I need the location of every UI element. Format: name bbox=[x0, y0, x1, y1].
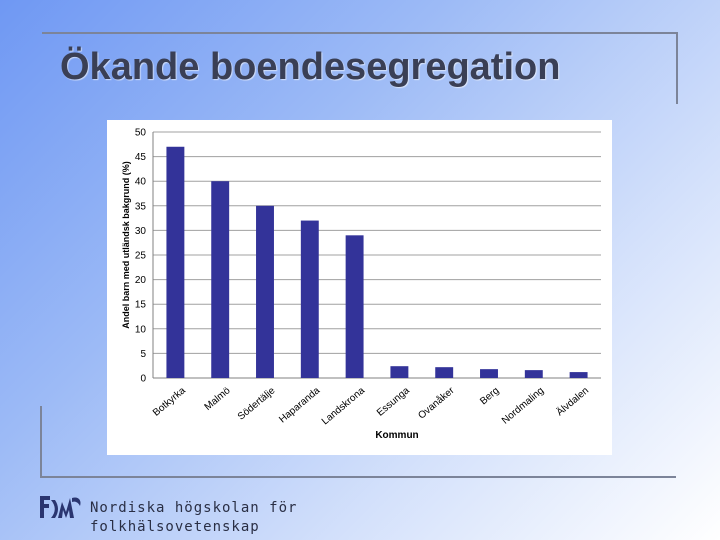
y-tick-label: 35 bbox=[135, 201, 147, 212]
organization-name-line1: Nordiska högskolan för bbox=[90, 500, 298, 516]
y-tick-label: 40 bbox=[135, 177, 147, 188]
y-tick-label: 0 bbox=[140, 374, 146, 385]
y-axis-title: Andel barn med utländsk bakgrund (%) bbox=[121, 161, 131, 329]
x-axis-title: Kommun bbox=[375, 430, 418, 441]
chart-area: 0 5 10 15 20 25 30 35 40 45 50 Botkyrka Malmö Södertä… bbox=[107, 120, 612, 455]
y-tick-label: 15 bbox=[135, 300, 147, 311]
y-tick-label: 25 bbox=[135, 251, 147, 262]
bar-berg bbox=[480, 369, 498, 378]
frame-line-bottom bbox=[40, 476, 676, 478]
frame-line-right bbox=[676, 32, 678, 104]
bar-södertälje bbox=[256, 205, 274, 378]
y-tick-label: 45 bbox=[135, 152, 147, 163]
x-tick-label: Nordmaling bbox=[500, 385, 546, 426]
y-tick-label: 5 bbox=[140, 349, 146, 360]
x-tick-label: Berg bbox=[478, 385, 501, 407]
x-tick-label: Södertälje bbox=[236, 385, 278, 423]
bar-chart: 0 5 10 15 20 25 30 35 40 45 50 Botkyrka Malmö Södertä… bbox=[121, 128, 601, 441]
bar-landskrona bbox=[345, 235, 364, 378]
x-tick-label: Älvdalen bbox=[554, 384, 591, 418]
slide-title: Ökande boendesegregation bbox=[60, 46, 561, 88]
x-tick-label: Botkyrka bbox=[151, 385, 188, 419]
bar-ovanåker bbox=[435, 367, 454, 378]
bar-malmö bbox=[211, 181, 230, 378]
bar-essunga bbox=[390, 366, 409, 378]
bar-haparanda bbox=[300, 220, 319, 378]
bar-nordmaling bbox=[524, 370, 543, 378]
x-tick-label: Malmö bbox=[203, 385, 233, 413]
frame-line-left bbox=[40, 406, 42, 478]
school-logo-icon bbox=[40, 496, 81, 518]
y-tick-label: 20 bbox=[135, 275, 147, 286]
y-tick-label: 10 bbox=[135, 324, 147, 335]
organization-name: Nordiska högskolan för folkhälsovetenska… bbox=[90, 499, 297, 537]
x-tick-label: Ovanåker bbox=[416, 384, 457, 421]
y-tick-label: 50 bbox=[135, 128, 147, 139]
bar-älvdalen bbox=[569, 372, 588, 378]
x-tick-label: Haparanda bbox=[277, 385, 322, 426]
x-tick-label: Landskrona bbox=[320, 385, 367, 427]
frame-line-top bbox=[42, 32, 678, 34]
y-tick-label: 30 bbox=[135, 226, 147, 237]
x-tick-label: Essunga bbox=[375, 385, 412, 419]
organization-name-line2: folkhälsovetenskap bbox=[90, 519, 260, 535]
bar-botkyrka bbox=[166, 146, 185, 378]
